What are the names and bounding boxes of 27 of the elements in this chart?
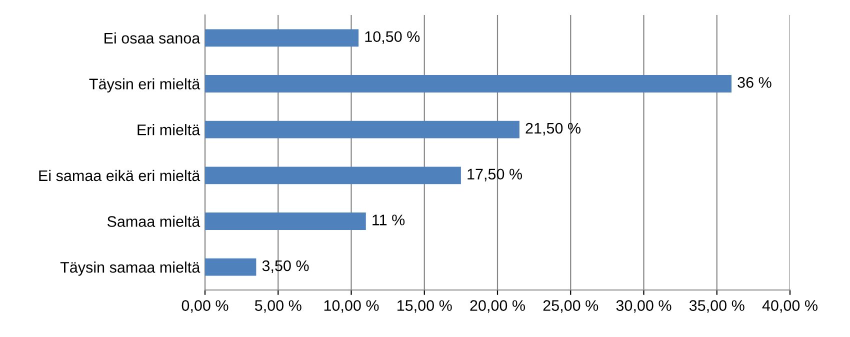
x-tick-label: 0,00 %: [182, 300, 228, 313]
y-tick-label: Samaa mieltä: [107, 216, 200, 227]
bar: [205, 120, 520, 138]
data-label: 36 %: [738, 77, 772, 88]
bar: [205, 29, 359, 47]
x-tick-label: 35,00 %: [689, 300, 744, 313]
bar: [205, 166, 461, 184]
bar: [205, 212, 366, 230]
x-tick-label: 20,00 %: [470, 300, 525, 313]
y-tick-label: Täysin samaa mieltä: [60, 262, 200, 276]
x-tick-label: 25,00 %: [543, 300, 598, 313]
x-tick-label: 40,00 %: [762, 300, 818, 313]
data-label: 10,50 %: [365, 31, 420, 44]
x-tick-label: 15,00 %: [398, 300, 452, 313]
y-tick-label: Eri mieltä: [138, 124, 200, 136]
x-tick-label: 30,00 %: [616, 300, 672, 313]
data-label: 21,50 %: [526, 122, 581, 136]
x-tick-label: 5,00 %: [254, 300, 302, 313]
data-label: 3,50 %: [262, 260, 309, 273]
y-tick-label: Ei osaa sanoa: [104, 32, 200, 44]
data-label: 17,50 %: [468, 168, 522, 182]
y-tick-label: Ei samaa eikä eri mieltä: [39, 170, 200, 182]
bar: [205, 258, 256, 276]
bar: [205, 75, 732, 92]
x-tick-label: 10,00 %: [324, 300, 379, 313]
data-label: 11 %: [372, 214, 405, 226]
y-tick-label: Täysin eri mieltä: [89, 78, 200, 92]
